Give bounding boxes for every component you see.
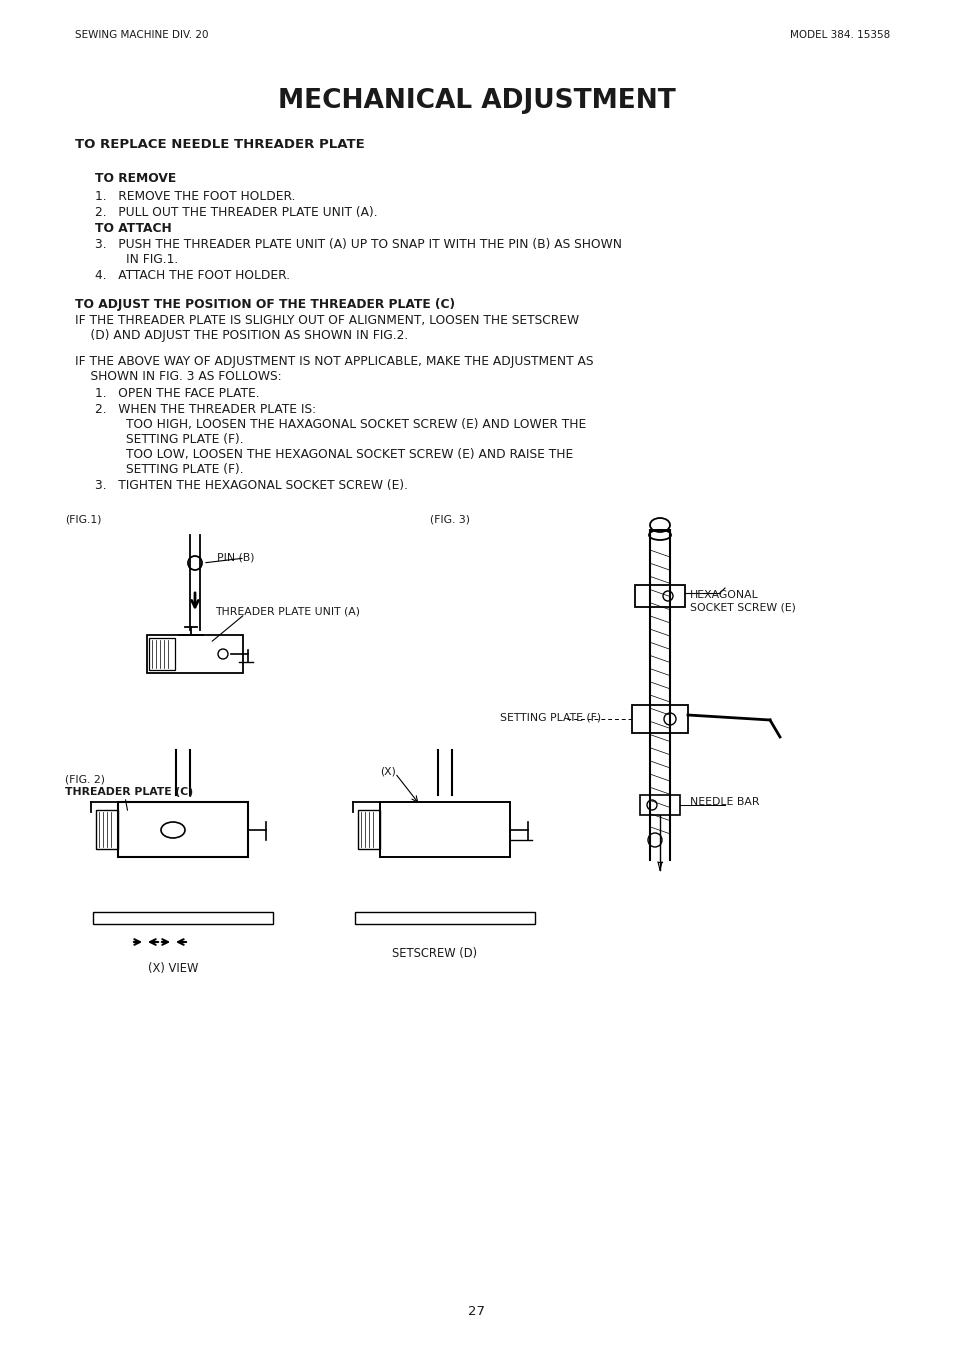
Text: (FIG. 3): (FIG. 3) [430,515,470,526]
Text: SOCKET SCREW (E): SOCKET SCREW (E) [689,603,795,612]
Bar [355,912,535,924]
Text: (X) VIEW: (X) VIEW [148,962,198,975]
Text: PIN (B): PIN (B) [216,553,254,563]
Text: (D) AND ADJUST THE POSITION AS SHOWN IN FIG.2.: (D) AND ADJUST THE POSITION AS SHOWN IN … [75,330,408,342]
Text: (FIG.1): (FIG.1) [65,515,101,526]
Text: TOO HIGH, LOOSEN THE HAXAGONAL SOCKET SCREW (E) AND LOWER THE: TOO HIGH, LOOSEN THE HAXAGONAL SOCKET SC… [95,417,586,431]
Text: 1.   REMOVE THE FOOT HOLDER.: 1. REMOVE THE FOOT HOLDER. [95,190,295,203]
Text: THREADER PLATE UNIT (A): THREADER PLATE UNIT (A) [214,607,359,617]
Text: 1.   OPEN THE FACE PLATE.: 1. OPEN THE FACE PLATE. [95,386,259,400]
Bar [147,635,243,673]
Text: TO REPLACE NEEDLE THREADER PLATE: TO REPLACE NEEDLE THREADER PLATE [75,138,364,151]
Text: SHOWN IN FIG. 3 AS FOLLOWS:: SHOWN IN FIG. 3 AS FOLLOWS: [75,370,281,382]
Bar [631,705,687,734]
Bar [118,802,248,857]
Bar [96,811,118,848]
Text: TOO LOW, LOOSEN THE HEXAGONAL SOCKET SCREW (E) AND RAISE THE: TOO LOW, LOOSEN THE HEXAGONAL SOCKET SCR… [95,449,573,461]
Text: SETTING PLATE (F): SETTING PLATE (F) [499,713,600,723]
Text: NEEDLE BAR: NEEDLE BAR [689,797,759,807]
Text: HEXAGONAL: HEXAGONAL [689,590,758,600]
Text: SEWING MACHINE DIV. 20: SEWING MACHINE DIV. 20 [75,30,209,41]
Text: (FIG. 2): (FIG. 2) [65,775,105,785]
Bar [92,912,273,924]
Bar [149,638,174,670]
Text: IF THE THREADER PLATE IS SLIGHLY OUT OF ALIGNMENT, LOOSEN THE SETSCREW: IF THE THREADER PLATE IS SLIGHLY OUT OF … [75,313,578,327]
Text: TO ATTACH: TO ATTACH [95,222,172,235]
Text: SETTING PLATE (F).: SETTING PLATE (F). [95,434,243,446]
Text: TO ADJUST THE POSITION OF THE THREADER PLATE (C): TO ADJUST THE POSITION OF THE THREADER P… [75,299,455,311]
Text: SETSCREW (D): SETSCREW (D) [392,947,477,961]
Text: 27: 27 [468,1305,485,1319]
Text: MECHANICAL ADJUSTMENT: MECHANICAL ADJUSTMENT [278,88,675,113]
Text: IN FIG.1.: IN FIG.1. [95,253,178,266]
Text: 4.   ATTACH THE FOOT HOLDER.: 4. ATTACH THE FOOT HOLDER. [95,269,290,282]
Text: 2.   PULL OUT THE THREADER PLATE UNIT (A).: 2. PULL OUT THE THREADER PLATE UNIT (A). [95,205,377,219]
Text: (X): (X) [379,767,395,777]
Bar [635,585,684,607]
Bar [357,811,379,848]
Text: THREADER PLATE (C): THREADER PLATE (C) [65,788,193,797]
Text: MODEL 384. 15358: MODEL 384. 15358 [789,30,889,41]
Text: SETTING PLATE (F).: SETTING PLATE (F). [95,463,243,476]
Bar [639,794,679,815]
Text: 3.   TIGHTEN THE HEXAGONAL SOCKET SCREW (E).: 3. TIGHTEN THE HEXAGONAL SOCKET SCREW (E… [95,480,408,492]
Bar [379,802,510,857]
Text: TO REMOVE: TO REMOVE [95,172,176,185]
Text: 2.   WHEN THE THREADER PLATE IS:: 2. WHEN THE THREADER PLATE IS: [95,403,315,416]
Text: IF THE ABOVE WAY OF ADJUSTMENT IS NOT APPLICABLE, MAKE THE ADJUSTMENT AS: IF THE ABOVE WAY OF ADJUSTMENT IS NOT AP… [75,355,593,367]
Text: 3.   PUSH THE THREADER PLATE UNIT (A) UP TO SNAP IT WITH THE PIN (B) AS SHOWN: 3. PUSH THE THREADER PLATE UNIT (A) UP T… [95,238,621,251]
